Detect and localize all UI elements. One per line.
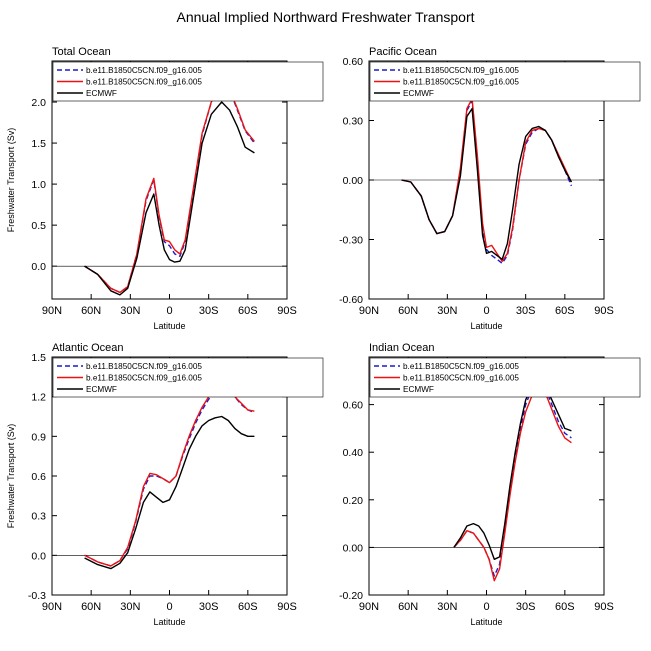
x-axis-label: Latitude bbox=[153, 617, 185, 627]
legend-label: ECMWF bbox=[403, 89, 434, 98]
series-line-case2 bbox=[84, 385, 255, 567]
x-tick-label: 30S bbox=[516, 601, 536, 613]
series-line-case1 bbox=[84, 386, 255, 567]
y-tick-label: 0.5 bbox=[31, 220, 46, 232]
x-tick-label: 60S bbox=[238, 305, 258, 317]
y-tick-label: 0.6 bbox=[31, 471, 46, 483]
y-tick-label: -0.20 bbox=[339, 590, 363, 602]
y-tick-label: 0.3 bbox=[31, 511, 46, 523]
panel-title: Indian Ocean bbox=[369, 342, 434, 354]
x-tick-label: 60S bbox=[238, 601, 258, 613]
x-tick-label: 90S bbox=[594, 305, 614, 317]
panel-total-ocean: Total Ocean 90N 60N 30N 0 30S 60S 90S 0.0 0.5 1.0 1… bbox=[6, 46, 324, 331]
x-tick-label: 90N bbox=[42, 601, 62, 613]
panel-atlantic-ocean: Atlantic Ocean 90N 60N 30N 0 30S 60S 90S -0.3 0.0… bbox=[6, 342, 324, 627]
x-tick-label: 30N bbox=[120, 305, 140, 317]
panel-pacific-ocean: Pacific Ocean 90N 60N 30N 0 30S 60S 90S -0.60 -0.… bbox=[339, 46, 641, 331]
y-tick-label: 1.5 bbox=[31, 138, 46, 150]
series-line-ecmwf bbox=[84, 101, 255, 296]
panel-title: Total Ocean bbox=[52, 46, 111, 58]
legend-label: ECMWF bbox=[86, 89, 117, 98]
y-axis-label: Freshwater Transport (Sv) bbox=[6, 128, 16, 233]
x-tick-label: 30S bbox=[199, 601, 219, 613]
x-tick-label: 30N bbox=[437, 601, 457, 613]
x-tick-label: 90S bbox=[594, 601, 614, 613]
legend-label: b.e11.B1850C5CN.f09_g16.005 bbox=[86, 362, 202, 371]
x-tick-label: 0 bbox=[483, 305, 489, 317]
x-tick-label: 0 bbox=[483, 601, 489, 613]
x-tick-label: 60N bbox=[398, 601, 418, 613]
x-tick-label: 60N bbox=[81, 601, 101, 613]
legend-box bbox=[369, 357, 641, 398]
y-tick-label: -0.30 bbox=[339, 235, 363, 247]
panel-title: Atlantic Ocean bbox=[52, 342, 124, 354]
y-tick-label: -0.3 bbox=[28, 590, 46, 602]
y-tick-label: -0.60 bbox=[339, 294, 363, 306]
y-tick-label: 1.5 bbox=[31, 352, 46, 364]
x-tick-label: 90S bbox=[277, 601, 297, 613]
legend-label: b.e11.B1850C5CN.f09_g16.005 bbox=[403, 66, 519, 75]
x-tick-label: 0 bbox=[166, 601, 172, 613]
figure-title: Annual Implied Northward Freshwater Tran… bbox=[176, 9, 475, 25]
legend-label: b.e11.B1850C5CN.f09_g16.005 bbox=[403, 374, 519, 383]
series-line-case2 bbox=[453, 387, 572, 582]
y-tick-label: 1.0 bbox=[31, 179, 46, 191]
x-tick-label: 90S bbox=[277, 305, 297, 317]
x-tick-label: 90N bbox=[359, 305, 379, 317]
y-tick-label: 0.0 bbox=[31, 550, 46, 562]
x-tick-label: 30N bbox=[120, 601, 140, 613]
legend-label: ECMWF bbox=[86, 385, 117, 394]
y-tick-label: 0.20 bbox=[343, 495, 364, 507]
x-tick-label: 30S bbox=[516, 305, 536, 317]
legend-box bbox=[52, 357, 324, 398]
legend-label: b.e11.B1850C5CN.f09_g16.005 bbox=[403, 78, 519, 87]
x-tick-label: 30N bbox=[437, 305, 457, 317]
y-tick-label: 0.00 bbox=[343, 542, 364, 554]
series-line-case2 bbox=[84, 83, 255, 294]
y-axis-label: Freshwater Transport (Sv) bbox=[6, 424, 16, 529]
y-tick-label: 0.60 bbox=[343, 56, 364, 68]
y-tick-label: 0.60 bbox=[343, 400, 364, 412]
x-tick-label: 60S bbox=[555, 601, 575, 613]
y-tick-label: 0.30 bbox=[343, 116, 364, 128]
x-tick-label: 0 bbox=[166, 305, 172, 317]
panel-indian-ocean: Indian Ocean 90N 60N 30N 0 30S 60S 90S -0.20 0.00… bbox=[339, 342, 641, 627]
x-tick-label: 60S bbox=[555, 305, 575, 317]
y-tick-label: 0.9 bbox=[31, 431, 46, 443]
x-tick-label: 90N bbox=[359, 601, 379, 613]
series-line-ecmwf bbox=[84, 415, 255, 570]
legend-label: b.e11.B1850C5CN.f09_g16.005 bbox=[86, 374, 202, 383]
x-tick-label: 90N bbox=[42, 305, 62, 317]
x-tick-label: 60N bbox=[398, 305, 418, 317]
y-tick-label: 0.0 bbox=[31, 261, 46, 273]
legend-label: ECMWF bbox=[403, 385, 434, 394]
panel-title: Pacific Ocean bbox=[369, 46, 437, 58]
legend-label: b.e11.B1850C5CN.f09_g16.005 bbox=[86, 66, 202, 75]
legend-label: b.e11.B1850C5CN.f09_g16.005 bbox=[86, 78, 202, 87]
x-tick-label: 30S bbox=[199, 305, 219, 317]
y-tick-label: 2.0 bbox=[31, 97, 46, 109]
legend-box bbox=[52, 61, 324, 102]
x-tick-label: 60N bbox=[81, 305, 101, 317]
series-line-case1 bbox=[84, 84, 255, 294]
x-axis-label: Latitude bbox=[470, 617, 502, 627]
legend-label: b.e11.B1850C5CN.f09_g16.005 bbox=[403, 362, 519, 371]
series-line-ecmwf bbox=[401, 107, 573, 260]
y-tick-label: 0.00 bbox=[343, 175, 364, 187]
x-axis-label: Latitude bbox=[153, 321, 185, 331]
y-tick-label: 0.40 bbox=[343, 447, 364, 459]
legend-box bbox=[369, 61, 641, 102]
x-axis-label: Latitude bbox=[470, 321, 502, 331]
series-line-case1 bbox=[401, 99, 573, 264]
y-tick-label: 1.2 bbox=[31, 392, 46, 404]
